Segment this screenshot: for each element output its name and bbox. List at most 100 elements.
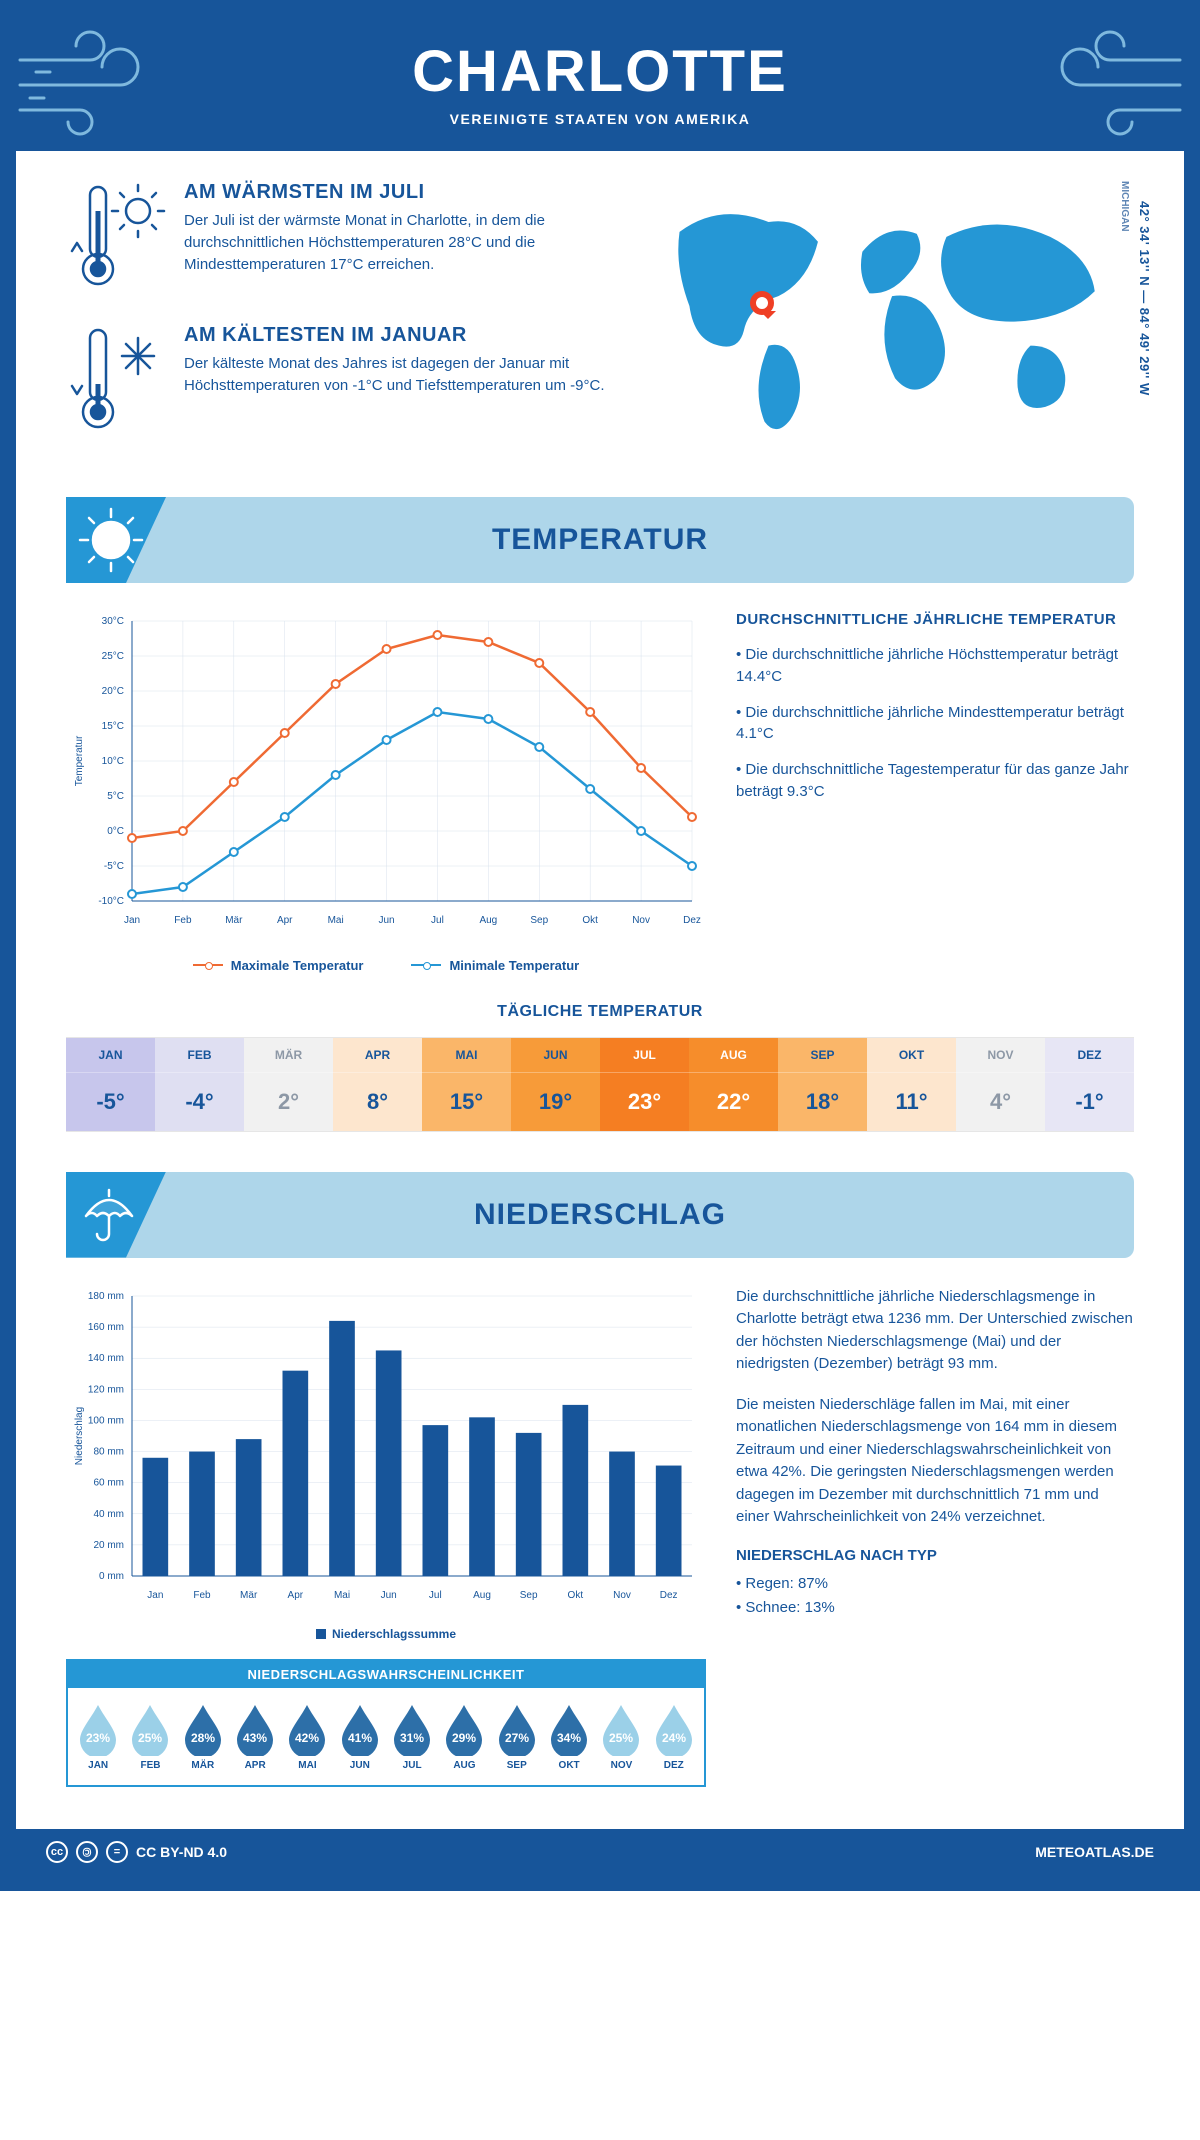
svg-text:Mai: Mai bbox=[328, 915, 344, 926]
daily-temp-cell: MAI15° bbox=[422, 1038, 511, 1131]
svg-text:25%: 25% bbox=[609, 1731, 633, 1745]
footer: cc 🄯 = CC BY-ND 4.0 METEOATLAS.DE bbox=[16, 1829, 1184, 1875]
by-icon: 🄯 bbox=[76, 1841, 98, 1863]
precip-type-item: • Schnee: 13% bbox=[736, 1596, 1134, 1620]
svg-text:20°C: 20°C bbox=[102, 686, 124, 697]
probability-drop: 34%OKT bbox=[547, 1702, 591, 1771]
warm-title: AM WÄRMSTEN IM JULI bbox=[184, 181, 610, 204]
precipitation-banner: NIEDERSCHLAG bbox=[66, 1172, 1134, 1258]
svg-text:Jul: Jul bbox=[431, 915, 444, 926]
svg-text:Jun: Jun bbox=[378, 915, 394, 926]
precip-heading: NIEDERSCHLAG bbox=[474, 1198, 726, 1232]
temp-fact-bullet: • Die durchschnittliche jährliche Höchst… bbox=[736, 644, 1134, 688]
svg-text:Mär: Mär bbox=[240, 1590, 258, 1601]
daily-temp-cell: DEZ-1° bbox=[1045, 1038, 1134, 1131]
svg-text:Dez: Dez bbox=[683, 915, 701, 926]
warm-text: Der Juli ist der wärmste Monat in Charlo… bbox=[184, 210, 610, 275]
probability-drop: 23%JAN bbox=[76, 1702, 120, 1771]
sun-icon bbox=[66, 497, 166, 583]
wind-icon bbox=[10, 30, 160, 145]
svg-text:25°C: 25°C bbox=[102, 651, 124, 662]
daily-temp-heading: TÄGLICHE TEMPERATUR bbox=[66, 1003, 1134, 1021]
svg-text:-10°C: -10°C bbox=[98, 896, 124, 907]
precip-type-title: NIEDERSCHLAG NACH TYP bbox=[736, 1547, 1134, 1564]
cold-text: Der kälteste Monat des Jahres ist dagege… bbox=[184, 353, 610, 397]
svg-text:Apr: Apr bbox=[277, 915, 293, 926]
probability-drop: 25%FEB bbox=[128, 1702, 172, 1771]
svg-text:15°C: 15°C bbox=[102, 721, 124, 732]
probability-drop: 43%APR bbox=[233, 1702, 277, 1771]
svg-text:Feb: Feb bbox=[174, 915, 192, 926]
probability-drop: 24%DEZ bbox=[652, 1702, 696, 1771]
daily-temp-cell: NOV4° bbox=[956, 1038, 1045, 1131]
precip-type-item: • Regen: 87% bbox=[736, 1572, 1134, 1596]
svg-text:23%: 23% bbox=[86, 1731, 110, 1745]
overview-section: AM WÄRMSTEN IM JULI Der Juli ist der wär… bbox=[66, 181, 1134, 467]
daily-temp-cell: APR8° bbox=[333, 1038, 422, 1131]
svg-text:100 mm: 100 mm bbox=[88, 1415, 124, 1426]
svg-text:20 mm: 20 mm bbox=[93, 1539, 124, 1550]
probability-drop: 29%AUG bbox=[442, 1702, 486, 1771]
svg-text:Okt: Okt bbox=[582, 915, 598, 926]
svg-text:29%: 29% bbox=[452, 1731, 476, 1745]
site-name: METEOATLAS.DE bbox=[1035, 1844, 1154, 1860]
thermometer-hot-icon bbox=[66, 181, 166, 296]
svg-text:80 mm: 80 mm bbox=[93, 1446, 124, 1457]
svg-text:Feb: Feb bbox=[193, 1590, 211, 1601]
svg-text:140 mm: 140 mm bbox=[88, 1353, 124, 1364]
temp-facts-title: DURCHSCHNITTLICHE JÄHRLICHE TEMPERATUR bbox=[736, 611, 1134, 628]
daily-temp-cell: MÄR2° bbox=[244, 1038, 333, 1131]
precip-paragraph: Die durchschnittliche jährliche Niedersc… bbox=[736, 1286, 1134, 1376]
daily-temp-cell: FEB-4° bbox=[155, 1038, 244, 1131]
license-text: CC BY-ND 4.0 bbox=[136, 1844, 227, 1860]
probability-drop: 25%NOV bbox=[599, 1702, 643, 1771]
svg-text:30°C: 30°C bbox=[102, 616, 124, 627]
precip-paragraph: Die meisten Niederschläge fallen im Mai,… bbox=[736, 1394, 1134, 1529]
svg-text:Jul: Jul bbox=[429, 1590, 442, 1601]
svg-text:Mai: Mai bbox=[334, 1590, 350, 1601]
probability-title: NIEDERSCHLAGSWAHRSCHEINLICHKEIT bbox=[68, 1661, 704, 1688]
legend-item: Minimale Temperatur bbox=[411, 958, 579, 973]
region-label: MICHIGAN bbox=[1119, 181, 1130, 232]
probability-drop: 28%MÄR bbox=[181, 1702, 225, 1771]
svg-text:160 mm: 160 mm bbox=[88, 1322, 124, 1333]
svg-text:27%: 27% bbox=[505, 1731, 529, 1745]
svg-text:60 mm: 60 mm bbox=[93, 1477, 124, 1488]
coordinates: 42° 34' 13'' N — 84° 49' 29'' W bbox=[1137, 201, 1152, 396]
daily-temp-cell: JAN-5° bbox=[66, 1038, 155, 1131]
daily-temp-cell: OKT11° bbox=[867, 1038, 956, 1131]
svg-text:Jan: Jan bbox=[147, 1590, 163, 1601]
probability-drop: 27%SEP bbox=[495, 1702, 539, 1771]
probability-drop: 42%MAI bbox=[285, 1702, 329, 1771]
daily-temp-cell: JUN19° bbox=[511, 1038, 600, 1131]
svg-text:10°C: 10°C bbox=[102, 756, 124, 767]
temperature-line-chart: -10°C-5°C0°C5°C10°C15°C20°C25°C30°CJanFe… bbox=[66, 611, 706, 973]
svg-text:Temperatur: Temperatur bbox=[74, 735, 85, 786]
svg-text:42%: 42% bbox=[295, 1731, 319, 1745]
temperature-banner: TEMPERATUR bbox=[66, 497, 1134, 583]
location-pin-icon bbox=[750, 291, 774, 315]
page-title: CHARLOTTE bbox=[16, 38, 1184, 105]
temperature-heading: TEMPERATUR bbox=[492, 523, 708, 557]
svg-text:0°C: 0°C bbox=[107, 826, 124, 837]
svg-text:34%: 34% bbox=[557, 1731, 581, 1745]
nd-icon: = bbox=[106, 1841, 128, 1863]
bar-chart-legend: Niederschlagssumme bbox=[66, 1627, 706, 1641]
svg-text:Nov: Nov bbox=[613, 1590, 631, 1601]
daily-temp-table: JAN-5°FEB-4°MÄR2°APR8°MAI15°JUN19°JUL23°… bbox=[66, 1037, 1134, 1132]
header: CHARLOTTE VEREINIGTE STAATEN VON AMERIKA bbox=[16, 16, 1184, 151]
svg-text:40 mm: 40 mm bbox=[93, 1508, 124, 1519]
svg-text:Okt: Okt bbox=[568, 1590, 584, 1601]
temp-fact-bullet: • Die durchschnittliche jährliche Mindes… bbox=[736, 702, 1134, 746]
svg-text:25%: 25% bbox=[138, 1731, 162, 1745]
svg-text:41%: 41% bbox=[348, 1731, 372, 1745]
daily-temp-cell: AUG22° bbox=[689, 1038, 778, 1131]
svg-text:Apr: Apr bbox=[288, 1590, 304, 1601]
svg-text:Aug: Aug bbox=[473, 1590, 491, 1601]
cold-title: AM KÄLTESTEN IM JANUAR bbox=[184, 324, 610, 347]
svg-text:31%: 31% bbox=[400, 1731, 424, 1745]
temp-fact-bullet: • Die durchschnittliche Tagestemperatur … bbox=[736, 759, 1134, 803]
daily-temp-cell: JUL23° bbox=[600, 1038, 689, 1131]
umbrella-icon bbox=[66, 1172, 166, 1258]
wind-icon bbox=[1040, 30, 1190, 145]
